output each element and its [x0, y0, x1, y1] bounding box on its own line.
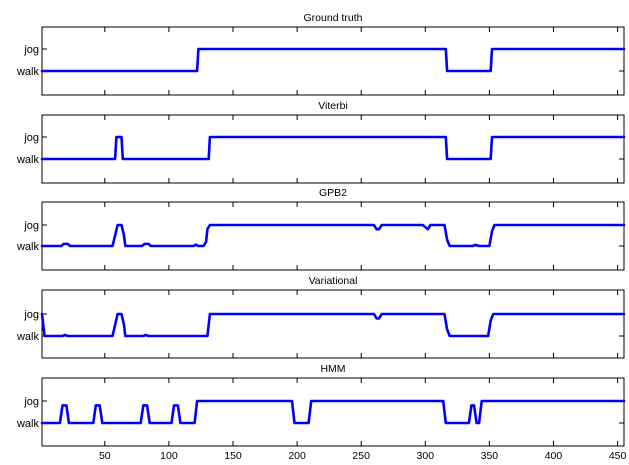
ytick-label-jog: jog — [23, 44, 39, 56]
xtick-label: 200 — [288, 450, 306, 462]
xtick-label: 400 — [545, 450, 563, 462]
subplot-title: HMM — [320, 363, 345, 375]
xtick-label: 150 — [224, 450, 242, 462]
ytick-label-jog: jog — [23, 309, 39, 321]
series-line-1 — [40, 399, 626, 425]
subplot-3: GPB2 walk jog — [16, 187, 626, 271]
xtick-label: 450 — [609, 450, 627, 462]
plot-frame — [41, 26, 625, 96]
ytick-label-jog: jog — [23, 220, 39, 232]
ytick-label-walk: walk — [16, 331, 40, 343]
subplot-2: Viterbi walk jog — [16, 100, 626, 184]
subplot-title: Ground truth — [304, 12, 363, 24]
ytick-label-walk: walk — [16, 418, 40, 430]
xtick-label: 250 — [352, 450, 370, 462]
xtick-label: 50 — [99, 450, 111, 462]
subplot-4: Variational walk jog — [16, 275, 626, 359]
series-line-1 — [40, 223, 626, 248]
series-line-1 — [40, 47, 626, 73]
xtick-label: 100 — [160, 450, 178, 462]
subplot-5: HMM walk jog — [16, 363, 626, 447]
subplot-title: Viterbi — [318, 100, 348, 112]
series-line-1 — [40, 312, 626, 338]
xtick-label: 350 — [481, 450, 499, 462]
ytick-label-walk: walk — [16, 241, 40, 253]
subplot-title: GPB2 — [319, 187, 347, 199]
plot-frame — [41, 377, 625, 447]
plot-frame — [41, 289, 625, 359]
ytick-label-walk: walk — [16, 154, 40, 166]
series-line-1 — [40, 135, 626, 161]
ytick-label-jog: jog — [23, 396, 39, 408]
ytick-label-jog: jog — [23, 132, 39, 144]
subplot-title: Variational — [309, 275, 358, 287]
ytick-label-walk: walk — [16, 66, 40, 78]
plot-frame — [41, 114, 625, 184]
xtick-label: 300 — [417, 450, 435, 462]
subplot-1: Ground truth walk jog — [16, 12, 626, 96]
plot-frame — [41, 201, 625, 271]
